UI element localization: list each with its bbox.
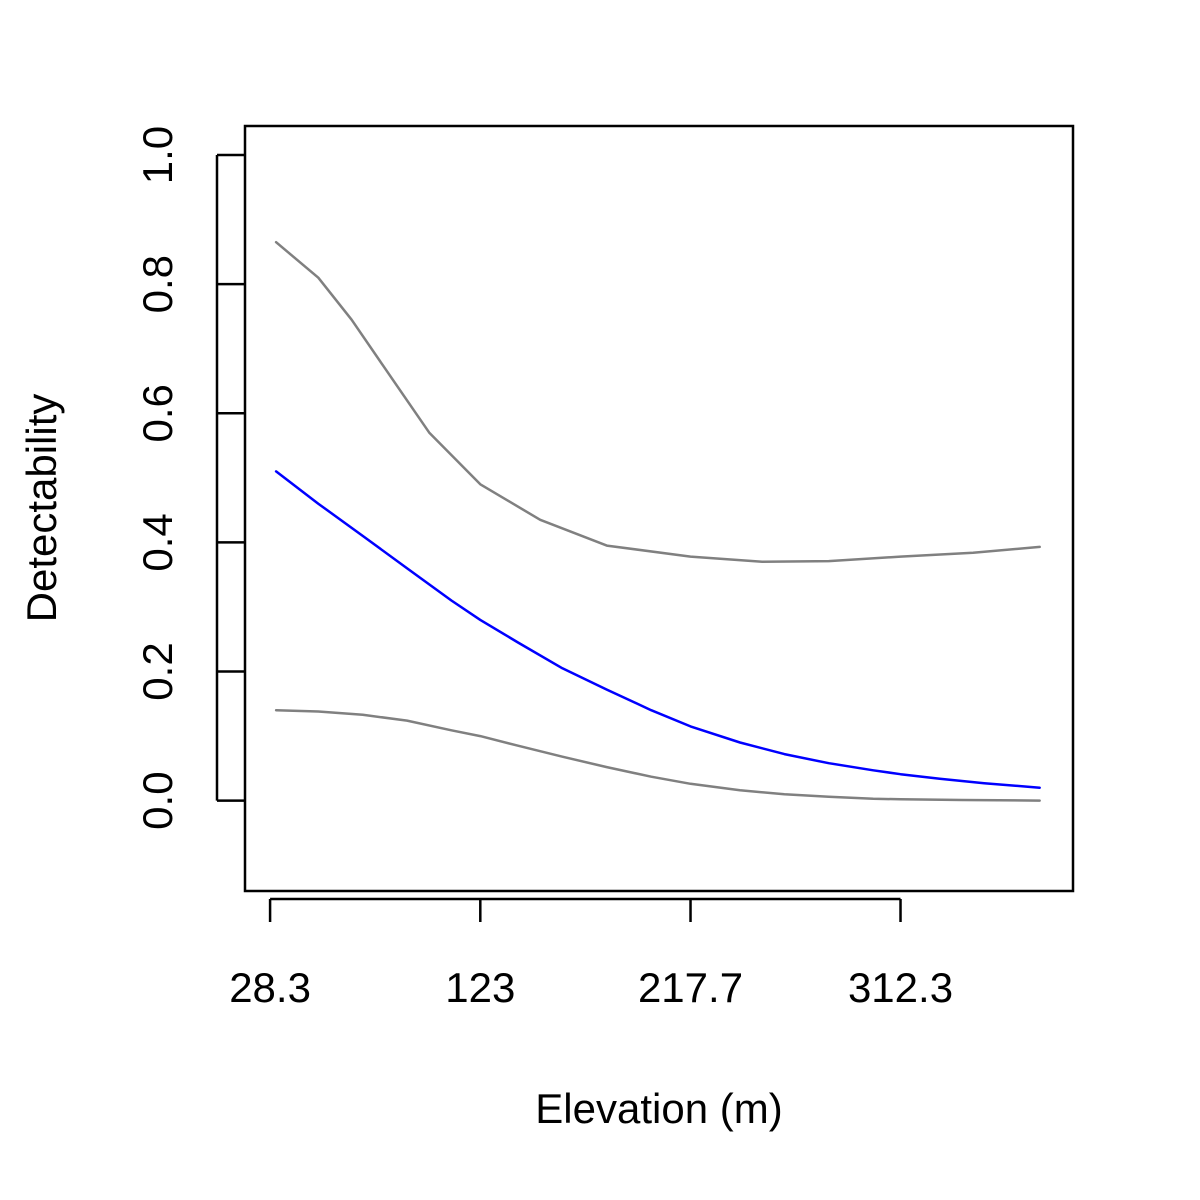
y-tick-label: 0.6 — [134, 384, 181, 442]
x-axis-label: Elevation (m) — [535, 1085, 782, 1132]
x-tick-label: 217.7 — [638, 964, 743, 1011]
x-tick-label: 123 — [445, 964, 515, 1011]
y-tick-label: 0.2 — [134, 642, 181, 700]
x-tick-label: 28.3 — [229, 964, 311, 1011]
y-tick-label: 1.0 — [134, 126, 181, 184]
series-layer — [274, 240, 1041, 802]
upper-bound-line — [274, 240, 1041, 564]
x-axis: 28.3 123 217.7 312.3 — [229, 897, 953, 1011]
plot-frame — [243, 124, 1075, 893]
y-tick-label: 0.0 — [134, 771, 181, 829]
y-axis-label: Detectability — [18, 394, 65, 623]
lower-bound-line — [274, 708, 1041, 802]
y-tick-label: 0.4 — [134, 513, 181, 571]
x-tick-label: 312.3 — [848, 964, 953, 1011]
estimate-line — [274, 470, 1041, 789]
y-axis: 0.0 0.2 0.4 0.6 0.8 1.0 — [134, 126, 245, 830]
y-tick-label: 0.8 — [134, 255, 181, 313]
